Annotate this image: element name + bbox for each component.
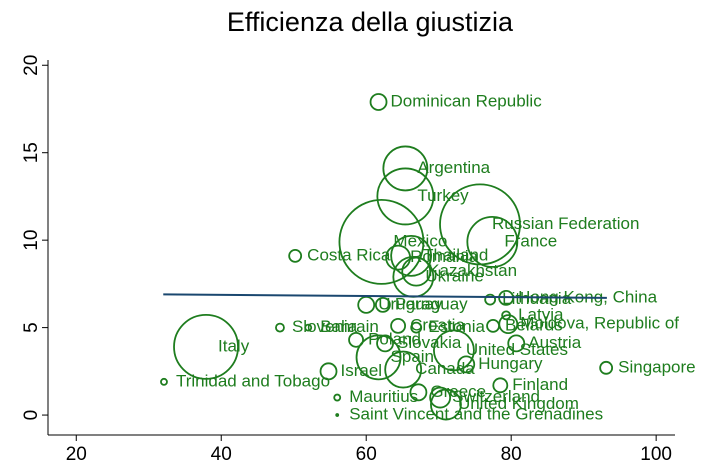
- bubble: [319, 362, 338, 381]
- point-label: Turkey: [417, 186, 469, 205]
- point-label: Finland: [512, 375, 568, 394]
- y-tick-label: 15: [21, 142, 42, 163]
- x-tick-label: 60: [356, 444, 377, 465]
- point-label: Singapore: [618, 357, 696, 376]
- y-tick-label: 5: [21, 322, 42, 333]
- bubble: [376, 334, 394, 353]
- bubble: [410, 321, 423, 334]
- bubble: [492, 377, 509, 394]
- point-label: Romania: [410, 247, 479, 266]
- point-label: Lithuania: [502, 289, 572, 308]
- bubble: [457, 355, 476, 374]
- point-label: Spain: [391, 347, 434, 366]
- point-label: France: [504, 231, 557, 250]
- bubble: [335, 413, 340, 417]
- point-label: Estonia: [428, 317, 485, 336]
- bubble: [348, 331, 364, 348]
- point-label: Hungary: [478, 354, 543, 373]
- bubble: [390, 317, 407, 334]
- point-label: Thailand: [423, 245, 488, 264]
- point-label: Poland: [368, 329, 421, 348]
- point-label: Austria: [528, 333, 581, 352]
- bubble: [275, 322, 285, 333]
- y-tick-label: 0: [21, 410, 42, 421]
- x-tick-label: 100: [640, 444, 672, 465]
- x-tick-label: 40: [211, 444, 232, 465]
- bubble: [507, 334, 526, 353]
- point-label: Bahrain: [320, 317, 379, 336]
- point-label: Russian Federation: [492, 214, 639, 233]
- point-label: Italy: [218, 336, 250, 355]
- point-label: Trinidad and Tobago: [176, 371, 330, 390]
- point-label: Switzerland: [452, 387, 540, 406]
- bubble: [433, 329, 475, 372]
- point-label: Saint Vincent and the Grenadines: [349, 405, 603, 424]
- bubble: [357, 295, 376, 314]
- fit-line: [163, 293, 607, 299]
- point-label: Dominican Republic: [391, 91, 543, 110]
- point-label: Slovenia: [292, 317, 358, 336]
- bubble: [369, 93, 388, 111]
- point-label: Mauritius: [349, 387, 418, 406]
- bubble: [288, 248, 303, 263]
- bubble: [160, 377, 168, 386]
- bubble: [429, 386, 452, 409]
- point-label: Costa Rica: [307, 245, 391, 264]
- bubble: [384, 350, 423, 389]
- point-label: Greece: [430, 382, 486, 401]
- point-label: Ukraine: [425, 266, 484, 285]
- bubble: [173, 313, 239, 380]
- bubble: [484, 293, 497, 306]
- point-label: Argentina: [417, 158, 490, 177]
- bubble: [390, 234, 433, 277]
- y-tick-label: 20: [21, 55, 42, 76]
- bubble: [374, 296, 391, 313]
- bubble: [599, 360, 614, 375]
- bubble: [382, 145, 429, 192]
- chart-title: Efficienza della giustizia: [227, 7, 514, 37]
- point-label: Slovakia: [397, 333, 462, 352]
- point-label: Croatia: [410, 315, 465, 334]
- point-label: Latvia: [518, 305, 564, 324]
- x-tick-label: 80: [501, 444, 522, 465]
- x-tick-label: 20: [66, 444, 87, 465]
- point-label: Kazakhstan: [428, 261, 517, 280]
- bubble: [333, 393, 342, 402]
- bubble: [409, 383, 428, 402]
- bubble: [355, 334, 402, 381]
- point-label: Israel: [341, 361, 383, 380]
- point-label: Moldova, Republic of: [520, 314, 679, 333]
- point-label: Canada: [415, 359, 475, 378]
- point-label: Uruguay: [378, 294, 443, 313]
- bubble: [486, 318, 500, 333]
- point-label: United Kingdom: [458, 394, 579, 413]
- bubble: [376, 167, 435, 226]
- bubble: [430, 388, 462, 421]
- point-label: United States: [466, 340, 568, 359]
- point-label: Mexico: [393, 231, 447, 250]
- bubble: [466, 216, 519, 268]
- bubble: [304, 323, 313, 332]
- y-tick-label: 10: [21, 230, 42, 251]
- point-label: Belarus: [505, 315, 563, 334]
- bubble: [338, 199, 425, 285]
- point-label: Paraguay: [395, 294, 468, 313]
